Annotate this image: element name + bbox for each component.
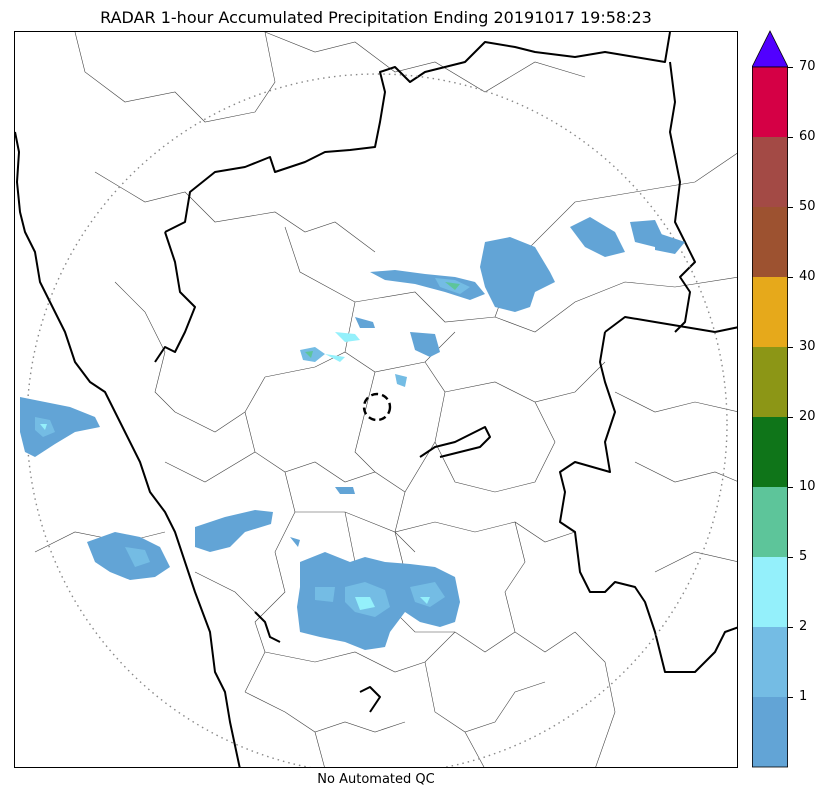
radar-site-marker: [362, 392, 392, 422]
colorbar-tick-label: 60: [799, 129, 816, 144]
colorbar-tick-mark: [788, 277, 793, 278]
colorbar-bin-5: [752, 557, 788, 627]
colorbar-extend-max: [752, 30, 788, 68]
colorbar-tick-mark: [788, 347, 793, 348]
range-ring: [26, 73, 728, 767]
map-title: RADAR 1-hour Accumulated Precipitation E…: [100, 8, 652, 27]
colorbar-bin-40: [752, 277, 788, 347]
colorbar-tick-label: 30: [799, 339, 816, 354]
colorbar-tick-mark: [788, 557, 793, 558]
colorbar-tick-mark: [788, 207, 793, 208]
colorbar-tick-label: 5: [799, 549, 808, 564]
colorbar-bin-10: [752, 487, 788, 557]
colorbar-tick-label: 20: [799, 409, 816, 424]
colorbar-tick-mark: [788, 417, 793, 418]
state-borders: [15, 32, 737, 767]
qc-note: No Automated QC: [317, 772, 435, 787]
colorbar-tick-label: 10: [799, 479, 816, 494]
colorbar-tick-label: 1: [799, 689, 808, 704]
colorbar-bin-2: [752, 627, 788, 697]
colorbar-bin-50: [752, 207, 788, 277]
colorbar-bin-70: [752, 67, 788, 137]
colorbar-tick-mark: [788, 697, 793, 698]
colorbar-tick-mark: [788, 487, 793, 488]
colorbar-bin-60: [752, 137, 788, 207]
colorbar-tick-mark: [788, 137, 793, 138]
colorbar-tick-label: 2: [799, 619, 808, 634]
colorbar-tick-label: 40: [799, 269, 816, 284]
colorbar-tick-label: 50: [799, 199, 816, 214]
colorbar-frame: [752, 66, 788, 768]
colorbar-tick-label: 70: [799, 59, 816, 74]
colorbar-tick-mark: [788, 67, 793, 68]
map-canvas: [15, 32, 737, 767]
radar-map[interactable]: [14, 31, 738, 768]
colorbar-tick-mark: [788, 627, 793, 628]
colorbar-bin-1: [752, 697, 788, 767]
colorbar-bin-30: [752, 347, 788, 417]
precip-colorbar: [752, 30, 788, 768]
precipitation-echoes: [20, 217, 685, 650]
colorbar-bin-20: [752, 417, 788, 487]
